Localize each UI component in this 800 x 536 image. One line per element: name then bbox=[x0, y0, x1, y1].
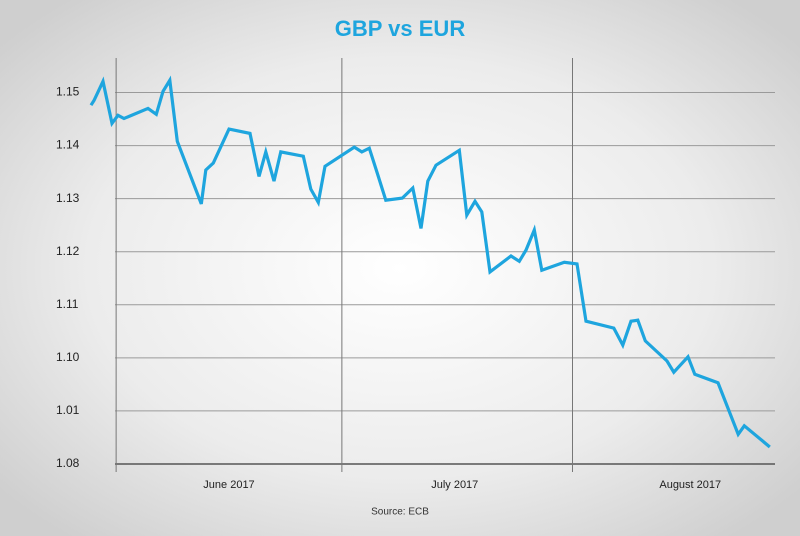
y-tick-label: 1.10 bbox=[56, 350, 80, 364]
y-tick-label: 1.13 bbox=[56, 191, 80, 205]
y-tick-label: 1.01 bbox=[56, 403, 80, 417]
y-tick-label: 1.08 bbox=[56, 456, 80, 470]
y-tick-label: 1.11 bbox=[56, 297, 79, 311]
chart-title: GBP vs EUR bbox=[335, 16, 466, 41]
y-tick-label: 1.12 bbox=[56, 244, 80, 258]
y-tick-label: 1.14 bbox=[56, 138, 80, 152]
x-tick-label: June 2017 bbox=[203, 479, 254, 491]
data-line bbox=[89, 75, 771, 449]
x-tick-label: July 2017 bbox=[431, 479, 478, 491]
x-tick-label: August 2017 bbox=[659, 479, 721, 491]
source-note: Source: ECB bbox=[371, 507, 429, 518]
y-tick-label: 1.15 bbox=[56, 85, 80, 99]
